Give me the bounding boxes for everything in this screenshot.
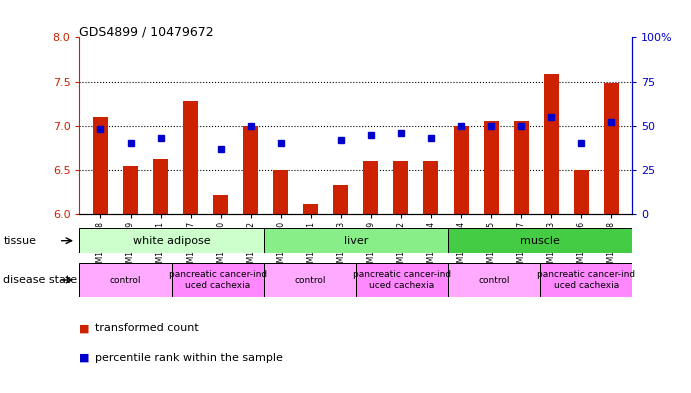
Bar xyxy=(448,263,540,297)
Bar xyxy=(424,161,439,214)
Bar xyxy=(183,101,198,214)
Bar xyxy=(153,159,168,214)
Bar xyxy=(79,228,264,253)
Text: ■: ■ xyxy=(79,353,90,363)
Bar xyxy=(171,263,264,297)
Text: control: control xyxy=(294,275,325,285)
Text: percentile rank within the sample: percentile rank within the sample xyxy=(95,353,283,363)
Bar xyxy=(604,83,618,214)
Bar xyxy=(213,195,228,214)
Bar xyxy=(264,263,356,297)
Bar xyxy=(79,263,171,297)
Bar xyxy=(393,161,408,214)
Bar xyxy=(333,185,348,214)
Text: ■: ■ xyxy=(79,323,90,333)
Text: pancreatic cancer-ind
uced cachexia: pancreatic cancer-ind uced cachexia xyxy=(353,270,451,290)
Bar xyxy=(356,263,448,297)
Bar xyxy=(363,161,379,214)
Bar xyxy=(540,263,632,297)
Text: tissue: tissue xyxy=(3,236,37,246)
Bar xyxy=(303,204,319,214)
Text: pancreatic cancer-ind
uced cachexia: pancreatic cancer-ind uced cachexia xyxy=(537,270,635,290)
Text: transformed count: transformed count xyxy=(95,323,198,333)
Text: GDS4899 / 10479672: GDS4899 / 10479672 xyxy=(79,26,214,39)
Text: disease state: disease state xyxy=(3,275,77,285)
Bar xyxy=(93,117,108,214)
Text: liver: liver xyxy=(343,236,368,246)
Text: muscle: muscle xyxy=(520,236,560,246)
Bar xyxy=(448,228,632,253)
Bar xyxy=(484,121,499,214)
Bar xyxy=(273,170,288,214)
Text: white adipose: white adipose xyxy=(133,236,211,246)
Bar xyxy=(453,126,468,214)
Bar xyxy=(513,121,529,214)
Text: control: control xyxy=(110,275,141,285)
Text: control: control xyxy=(478,275,510,285)
Bar xyxy=(544,74,558,214)
Bar xyxy=(574,170,589,214)
Bar xyxy=(264,228,448,253)
Bar xyxy=(243,126,258,214)
Text: pancreatic cancer-ind
uced cachexia: pancreatic cancer-ind uced cachexia xyxy=(169,270,267,290)
Bar xyxy=(123,165,138,214)
